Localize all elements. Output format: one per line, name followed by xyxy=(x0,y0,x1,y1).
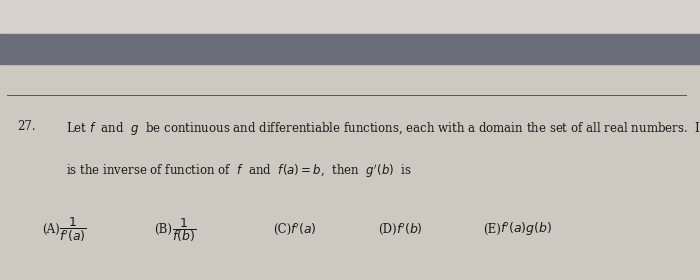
Text: (E): (E) xyxy=(483,223,501,236)
Text: $f'(b)$: $f'(b)$ xyxy=(395,222,422,237)
Text: (B): (B) xyxy=(154,223,172,236)
Text: $\dfrac{1}{f'(a)}$: $\dfrac{1}{f'(a)}$ xyxy=(60,215,87,244)
Text: (C): (C) xyxy=(273,223,291,236)
Bar xyxy=(0,34,700,64)
Text: Let $f$  and  $g$  be continuous and differentiable functions, each with a domai: Let $f$ and $g$ be continuous and differ… xyxy=(66,120,700,137)
Bar xyxy=(0,0,700,34)
Text: (D): (D) xyxy=(378,223,397,236)
Text: $f'(a)g(b)$: $f'(a)g(b)$ xyxy=(500,221,552,238)
Text: is the inverse of function of  $f$  and  $f(a)$$=$$b$,  then  $g'(b)$  is: is the inverse of function of $f$ and $f… xyxy=(66,162,412,180)
Text: $\dfrac{1}{f(b)}$: $\dfrac{1}{f(b)}$ xyxy=(172,216,195,244)
Text: (A): (A) xyxy=(42,223,60,236)
Text: 27.: 27. xyxy=(18,120,36,133)
Text: $f'(a)$: $f'(a)$ xyxy=(290,222,317,237)
